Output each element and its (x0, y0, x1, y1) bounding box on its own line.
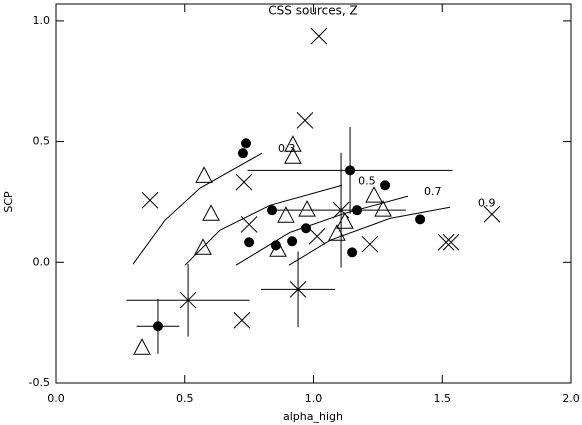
point-circle (415, 214, 426, 225)
y-tick-label: 0.0 (33, 255, 51, 268)
point-cross (240, 216, 258, 233)
point-cross (141, 191, 159, 209)
point-cross (437, 233, 455, 251)
point-circle (301, 223, 312, 234)
curve-label: 0.9 (478, 196, 496, 209)
x-tick-label: 1.5 (434, 392, 452, 405)
point-triangle (336, 212, 354, 229)
point-cross (332, 201, 350, 219)
point-triangle (374, 200, 392, 217)
model-curve (288, 206, 451, 266)
point-circle (267, 205, 278, 216)
y-tick-label: 0.5 (33, 135, 51, 148)
x-tick-label: 2.0 (562, 392, 580, 405)
point-triangle (269, 240, 287, 257)
point-triangle (284, 135, 302, 152)
point-circle (345, 165, 356, 176)
point-triangle (284, 147, 302, 164)
point-triangle (133, 338, 151, 355)
y-axis-label: SCP (2, 191, 15, 213)
point-circle (287, 236, 298, 247)
curve-label: 0.5 (358, 174, 376, 187)
point-cross (483, 205, 501, 223)
point-circle (347, 247, 358, 258)
point-cross (179, 291, 197, 309)
model-curve (184, 184, 343, 266)
y-tick-label: -0.5 (29, 376, 50, 389)
point-triangle (298, 200, 316, 217)
point-circle (237, 148, 248, 159)
point-triangle (195, 166, 213, 183)
x-axis-label: alpha_high (283, 410, 343, 423)
point-cross (442, 233, 460, 251)
point-cross (310, 27, 328, 45)
curve-label: 0.7 (424, 185, 442, 198)
point-triangle (277, 206, 295, 223)
point-triangle (328, 224, 346, 241)
model-curve (132, 152, 263, 265)
point-circle (352, 205, 363, 216)
point-circle (241, 138, 252, 149)
point-cross (289, 280, 307, 298)
point-circle (380, 180, 391, 191)
point-cross (233, 311, 251, 329)
point-cross (235, 173, 253, 191)
y-tick-label: 1.0 (33, 14, 51, 27)
x-tick-label: 0.0 (47, 392, 65, 405)
x-tick-label: 1.0 (305, 392, 323, 405)
point-cross (361, 235, 379, 253)
model-curve (235, 195, 409, 266)
point-circle (152, 321, 163, 332)
point-triangle (202, 204, 220, 221)
point-triangle (365, 186, 383, 203)
x-tick-label: 0.5 (176, 392, 194, 405)
point-cross (308, 227, 326, 245)
point-triangle (194, 238, 212, 255)
point-cross (296, 112, 314, 129)
point-circle (244, 237, 255, 248)
